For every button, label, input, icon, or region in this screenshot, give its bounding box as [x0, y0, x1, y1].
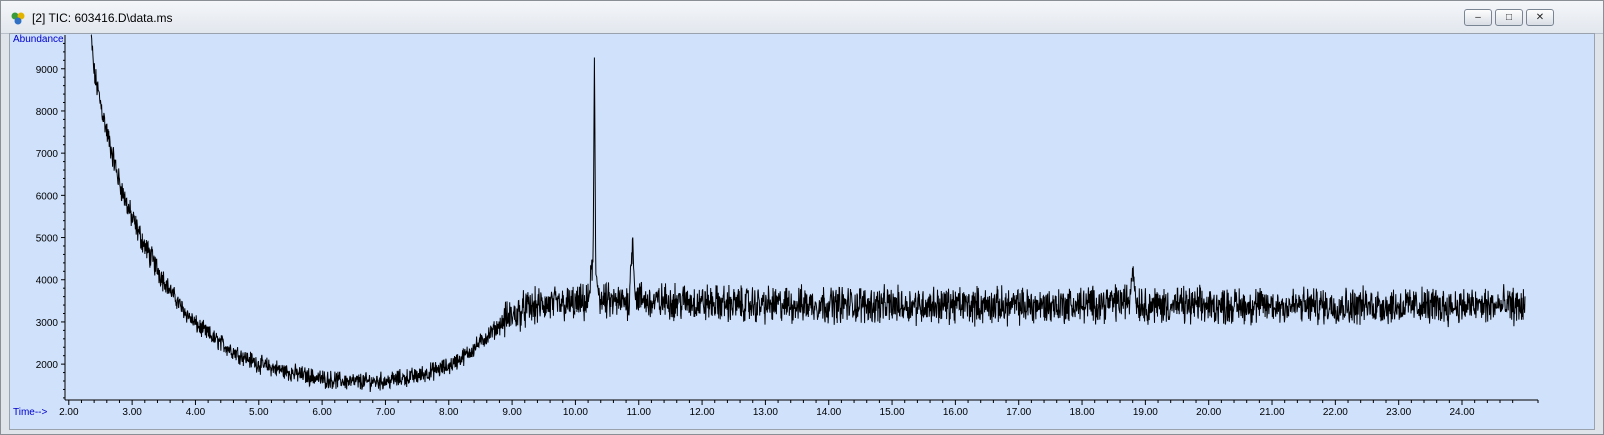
chemstation-icon: [11, 12, 25, 25]
y-tick-label: 9000: [36, 65, 59, 76]
window-titlebar[interactable]: [2] TIC: 603416.D\data.ms – □ ✕: [1, 1, 1603, 34]
x-tick-label: 22.00: [1323, 407, 1348, 418]
x-tick-label: 4.00: [186, 407, 206, 418]
minimize-icon: –: [1475, 12, 1481, 23]
chromatogram-chart: Abundance Time--> 2.00 3.00 4.00 5.00 6.00 7.…: [13, 34, 1539, 418]
minimize-button[interactable]: –: [1464, 9, 1492, 26]
tic-trace: [90, 34, 1526, 393]
x-axis-label: Time-->: [13, 407, 48, 418]
x-tick-label: 5.00: [249, 407, 269, 418]
x-tick-label: 3.00: [122, 407, 142, 418]
chromatogram-plot[interactable]: Abundance Time--> 2.00 3.00 4.00 5.00 6.00 7.…: [9, 33, 1595, 430]
y-tick-label: 4000: [36, 276, 59, 287]
y-axis-label: Abundance: [13, 34, 64, 45]
x-tick-label: 21.00: [1260, 407, 1285, 418]
x-tick-label: 15.00: [880, 407, 905, 418]
x-tick-label: 13.00: [753, 407, 778, 418]
x-tick-label: 19.00: [1133, 407, 1158, 418]
x-tick-label: 8.00: [439, 407, 459, 418]
close-icon: ✕: [1535, 12, 1545, 23]
y-tick-label: 2000: [36, 360, 59, 371]
x-tick-label: 12.00: [690, 407, 715, 418]
x-tick-label: 17.00: [1006, 407, 1031, 418]
x-tick-label: 23.00: [1386, 407, 1411, 418]
x-tick-label: 7.00: [376, 407, 396, 418]
x-tick-label: 16.00: [943, 407, 968, 418]
x-tick-label: 9.00: [502, 407, 522, 418]
close-button[interactable]: ✕: [1526, 9, 1554, 26]
x-tick-label: 2.00: [59, 407, 79, 418]
restore-button[interactable]: □: [1495, 9, 1523, 26]
y-tick-label: 6000: [36, 191, 59, 202]
x-tick-label: 18.00: [1070, 407, 1095, 418]
y-tick-label: 7000: [36, 149, 59, 160]
restore-icon: □: [1505, 12, 1513, 23]
x-tick-label: 14.00: [816, 407, 841, 418]
x-tick-label: 24.00: [1449, 407, 1474, 418]
x-tick-label: 11.00: [627, 407, 652, 418]
y-tick-label: 5000: [36, 234, 59, 245]
y-tick-label: 8000: [36, 107, 59, 118]
x-tick-label: 6.00: [312, 407, 332, 418]
x-tick-label: 10.00: [563, 407, 588, 418]
x-tick-label: 20.00: [1196, 407, 1221, 418]
y-tick-label: 3000: [36, 318, 59, 329]
window-title: [2] TIC: 603416.D\data.ms: [32, 11, 173, 25]
